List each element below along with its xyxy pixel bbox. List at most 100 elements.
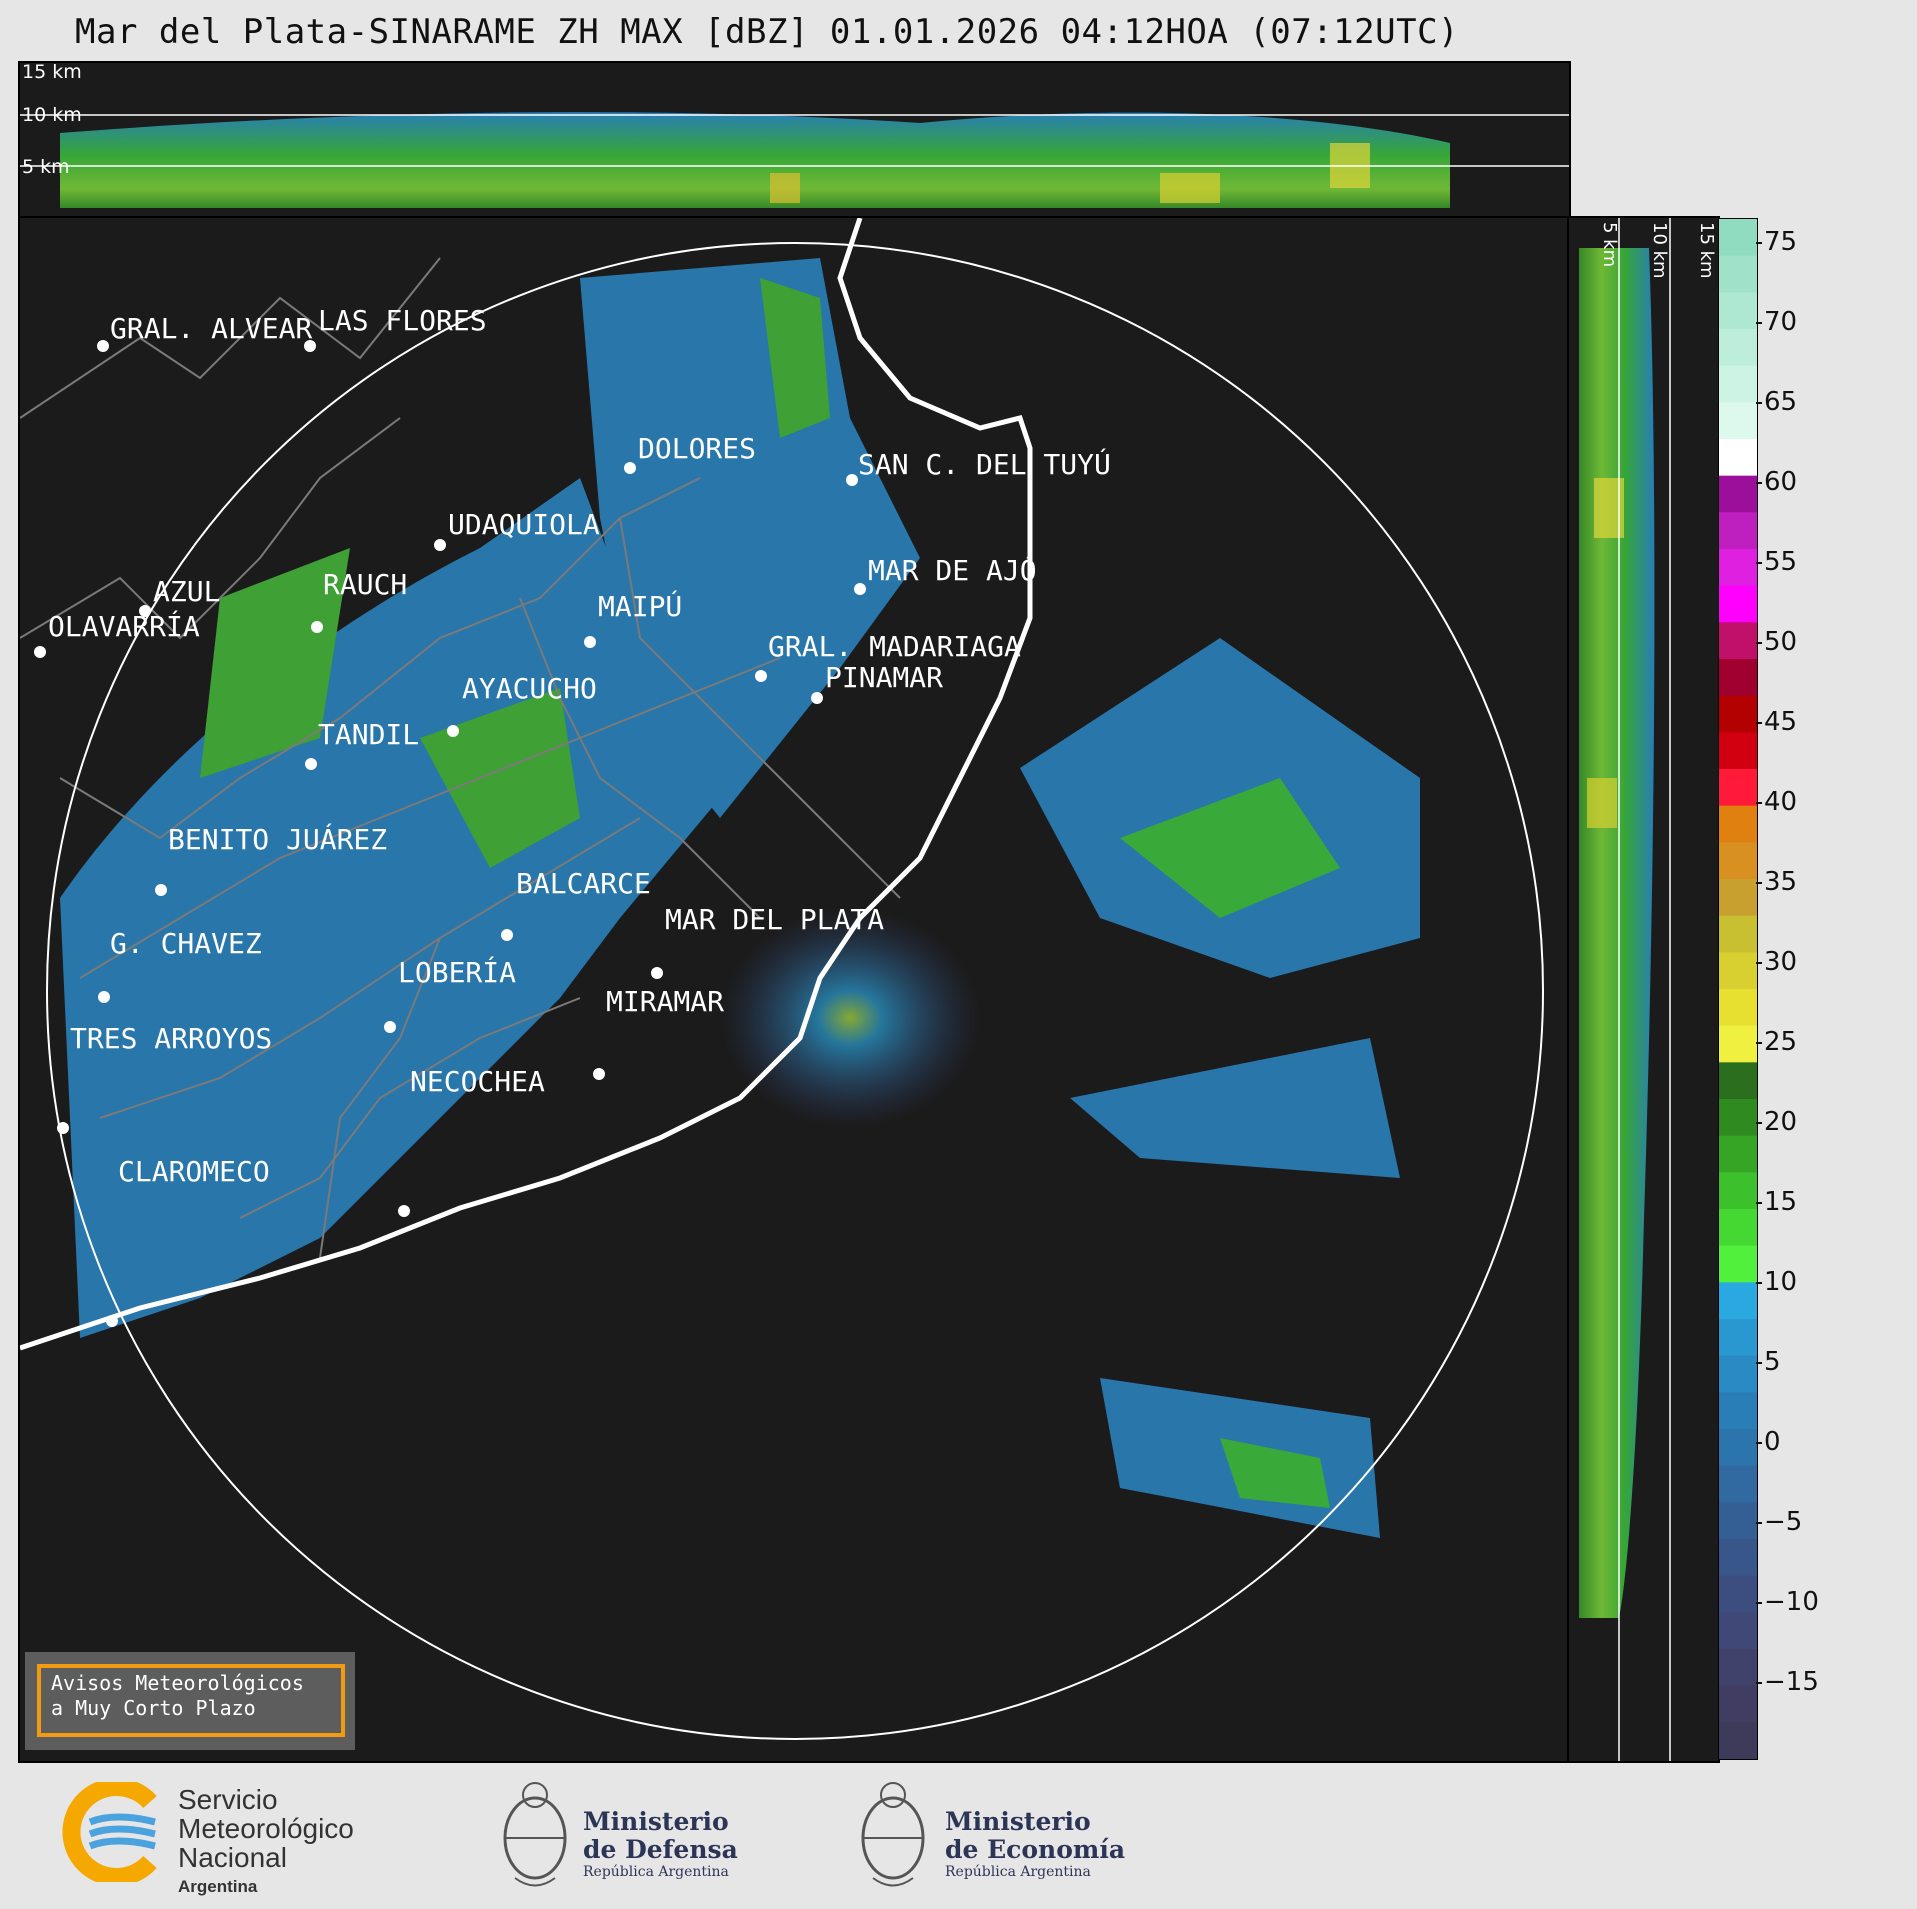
colorbar-swatch	[1719, 1062, 1757, 1100]
top-cross-section: 15 km 10 km 5 km	[18, 61, 1571, 220]
colorbar-swatch	[1719, 585, 1757, 623]
colorbar-swatch	[1719, 915, 1757, 953]
city-label-g-chavez: G. CHAVEZ	[110, 927, 262, 960]
city-label-gral-madariaga: GRAL. MADARIAGA	[768, 630, 1021, 663]
city-label-las-flores: LAS FLORES	[318, 304, 487, 337]
colorbar-tick-10: 10	[1755, 1267, 1798, 1297]
colorbar-swatch	[1719, 1392, 1757, 1430]
defensa-line-3: República Argentina	[583, 1864, 729, 1880]
city-label-tres-arroyos: TRES ARROYOS	[70, 1022, 272, 1055]
colorbar-swatch	[1719, 365, 1757, 403]
colorbar-tick-30: 30	[1755, 947, 1798, 977]
colorbar-swatch	[1719, 622, 1757, 660]
warning-box-frame: Avisos Meteorológicos a Muy Corto Plazo	[37, 1664, 345, 1737]
warning-line-2: a Muy Corto Plazo	[51, 1696, 256, 1720]
colorbar-tick-75: 75	[1755, 227, 1798, 257]
precipitation-echoes	[60, 258, 1420, 1538]
coastline	[20, 218, 1033, 1351]
reflectivity-colorbar	[1718, 218, 1758, 1760]
colorbar-swatch	[1719, 952, 1757, 990]
colorbar-swatch	[1719, 1612, 1757, 1650]
city-label-ayacucho: AYACUCHO	[462, 672, 597, 705]
defensa-line-2: de Defensa	[583, 1835, 738, 1864]
side-height-label-5km: 5 km	[1599, 222, 1620, 268]
height-label-5km: 5 km	[22, 156, 70, 178]
colorbar-tick-20: 20	[1755, 1107, 1798, 1137]
colorbar-swatch	[1719, 1025, 1757, 1063]
colorbar-swatch	[1719, 1172, 1757, 1210]
colorbar-swatch	[1719, 1135, 1757, 1173]
colorbar-swatch	[1719, 439, 1757, 477]
colorbar-swatch	[1719, 475, 1757, 513]
city-label-tandil: TANDIL	[318, 718, 419, 751]
side-cross-section: 5 km 10 km 15 km	[1567, 216, 1720, 1763]
defensa-line-1: Ministerio	[583, 1807, 729, 1836]
city-label-mar-de-ajo: MAR DE AJÓ	[868, 553, 1037, 587]
city-label-loberia: LOBERÍA	[398, 955, 516, 989]
colorbar-swatch	[1719, 1355, 1757, 1393]
economia-line-2: de Economía	[945, 1835, 1126, 1864]
colorbar-swatch	[1719, 842, 1757, 880]
city-labels: GRAL. ALVEAR LAS FLORES DOLORES SAN C. D…	[48, 304, 1111, 1188]
colorbar-tick-50: 50	[1755, 627, 1798, 657]
city-label-balcarce: BALCARCE	[516, 867, 651, 900]
colorbar-swatch	[1719, 769, 1757, 807]
city-label-gral-alvear: GRAL. ALVEAR	[110, 312, 312, 345]
colorbar-swatch	[1719, 1539, 1757, 1577]
colorbar-tick-40: 40	[1755, 787, 1798, 817]
colorbar-tick-minus5: −5	[1755, 1507, 1803, 1537]
colorbar-swatch	[1719, 805, 1757, 843]
smn-logo-icon	[62, 1782, 157, 1882]
colorbar-swatch	[1719, 1209, 1757, 1247]
economia-logo-text: Ministerio de Economía República Argenti…	[945, 1807, 1126, 1881]
warning-box: Avisos Meteorológicos a Muy Corto Plazo	[25, 1652, 355, 1750]
smn-line-4: Argentina	[178, 1877, 258, 1896]
radar-map: GRAL. ALVEAR LAS FLORES DOLORES SAN C. D…	[18, 216, 1571, 1763]
colorbar-tick-25: 25	[1755, 1027, 1798, 1057]
colorbar-tick-70: 70	[1755, 307, 1798, 337]
colorbar-swatch	[1719, 1502, 1757, 1540]
smn-logo-text: Servicio Meteorológico Nacional Argentin…	[178, 1785, 354, 1901]
city-label-udaquiola: UDAQUIOLA	[448, 508, 600, 541]
side-height-label-15km: 15 km	[1696, 222, 1717, 279]
city-label-mar-del-plata: MAR DEL PLATA	[665, 903, 884, 936]
colorbar-swatch	[1719, 695, 1757, 733]
city-label-olavarria: OLAVARRÍA	[48, 609, 200, 643]
colorbar-swatch	[1719, 219, 1757, 257]
colorbar-swatch	[1719, 402, 1757, 440]
side-height-label-10km: 10 km	[1649, 222, 1670, 279]
colorbar-swatch	[1719, 329, 1757, 367]
economia-line-1: Ministerio	[945, 1807, 1091, 1836]
defensa-logo-text: Ministerio de Defensa República Argentin…	[583, 1807, 738, 1881]
colorbar-swatch	[1719, 1649, 1757, 1687]
colorbar-swatch	[1719, 879, 1757, 917]
colorbar-swatches	[1719, 219, 1757, 1759]
colorbar-swatch	[1719, 549, 1757, 587]
colorbar-swatch	[1719, 1685, 1757, 1723]
economia-line-3: República Argentina	[945, 1864, 1091, 1880]
smn-line-1: Servicio	[178, 1784, 278, 1815]
height-label-10km: 10 km	[22, 104, 82, 126]
city-markers	[34, 340, 866, 1327]
city-label-miramar: MIRAMAR	[606, 985, 724, 1018]
colorbar-tick-15: 15	[1755, 1187, 1798, 1217]
smn-line-3: Nacional	[178, 1842, 287, 1873]
warning-line-1: Avisos Meteorológicos	[51, 1671, 304, 1695]
city-label-benito-juarez: BENITO JUÁREZ	[168, 822, 387, 856]
colorbar-swatch	[1719, 1099, 1757, 1137]
colorbar-swatch	[1719, 292, 1757, 330]
colorbar-swatch	[1719, 659, 1757, 697]
colorbar-swatch	[1719, 732, 1757, 770]
range-ring	[46, 242, 1544, 1740]
city-label-dolores: DOLORES	[638, 432, 756, 465]
colorbar-swatch	[1719, 1319, 1757, 1357]
coat-of-arms-economia-icon	[861, 1782, 925, 1887]
district-boundaries	[20, 257, 901, 1259]
colorbar-swatch	[1719, 1722, 1757, 1759]
city-label-rauch: RAUCH	[323, 568, 407, 601]
colorbar-swatch	[1719, 1245, 1757, 1283]
city-label-pinamar: PINAMAR	[825, 661, 943, 694]
colorbar-tick-minus15: −15	[1756, 1667, 1819, 1697]
radar-map-canvas: GRAL. ALVEAR LAS FLORES DOLORES SAN C. D…	[20, 218, 1544, 1740]
colorbar-tick-60: 60	[1755, 467, 1798, 497]
